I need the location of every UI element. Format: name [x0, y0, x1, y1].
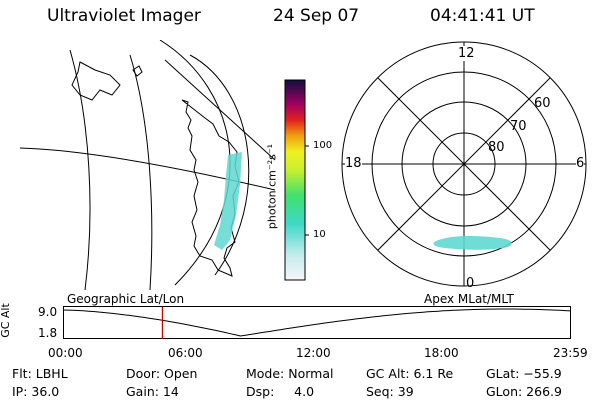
- x-tick-1200: 12:00: [296, 346, 331, 360]
- geographic-map: [20, 40, 276, 290]
- polar-plot: [341, 41, 587, 287]
- timeline-frame: [63, 306, 571, 339]
- timeline-y-tick-bottom: 1.8: [38, 326, 58, 340]
- x-tick-1800: 18:00: [424, 346, 459, 360]
- parallel-line: [164, 59, 276, 161]
- aurora-emission-map: [214, 152, 242, 250]
- earth-limb: [159, 40, 231, 286]
- mlt-label-18: 18: [345, 156, 362, 171]
- x-tick-0600: 06:00: [168, 346, 203, 360]
- colorbar-tick-10: 10: [313, 229, 326, 240]
- dsp-value: Dsp: 4.0: [246, 384, 315, 399]
- x-tick-0000: 00:00: [48, 346, 83, 360]
- seq-value: Seq: 39: [366, 384, 414, 399]
- altitude-curve: [62, 308, 571, 337]
- timeline-y-tick-top: 9.0: [38, 305, 58, 319]
- x-tick-2359: 23:59: [553, 346, 588, 360]
- polar-diagonal: [377, 77, 551, 251]
- mlat-label-70: 70: [510, 119, 527, 134]
- colorbar: [284, 79, 309, 281]
- colorbar-tick-100: 100: [313, 140, 333, 151]
- aurora-emission-polar: [433, 236, 512, 250]
- timeline-left-title: Geographic Lat/Lon: [67, 292, 185, 306]
- mlat-label-60: 60: [534, 96, 551, 111]
- glon-value: GLon: 266.9: [486, 384, 562, 399]
- meridian-line: [129, 54, 153, 290]
- ip-value: IP: 36.0: [12, 384, 60, 399]
- timeline-right-title: Apex MLat/MLT: [424, 292, 514, 306]
- coastline: [71, 61, 121, 101]
- time-label: 04:41:41 UT: [430, 6, 535, 26]
- mlt-label-0: 0: [466, 276, 475, 291]
- gc-alt-value: GC Alt: 6.1 Re: [366, 366, 454, 381]
- meridian-line: [69, 49, 91, 290]
- mlt-label-6: 6: [576, 156, 585, 171]
- mlt-label-12: 12: [458, 46, 475, 61]
- mlat-label-80: 80: [488, 140, 505, 155]
- coastline: [132, 65, 143, 77]
- date-label: 24 Sep 07: [273, 6, 360, 26]
- glat-value: GLat: −55.9: [486, 366, 562, 381]
- timeline-plot: [62, 306, 571, 339]
- meridian-line: [189, 54, 250, 276]
- mode-value: Mode: Normal: [246, 366, 334, 381]
- timeline-y-axis-label: GC Alt: [0, 303, 12, 338]
- gain-value: Gain: 14: [126, 384, 179, 399]
- door-value: Door: Open: [126, 366, 198, 381]
- colorbar-unit-label: photon cm⁻²s⁻¹: [265, 143, 279, 230]
- parallel-line: [20, 147, 276, 191]
- filter-value: Flt: LBHL: [12, 366, 68, 381]
- app-title: Ultraviolet Imager: [47, 6, 201, 26]
